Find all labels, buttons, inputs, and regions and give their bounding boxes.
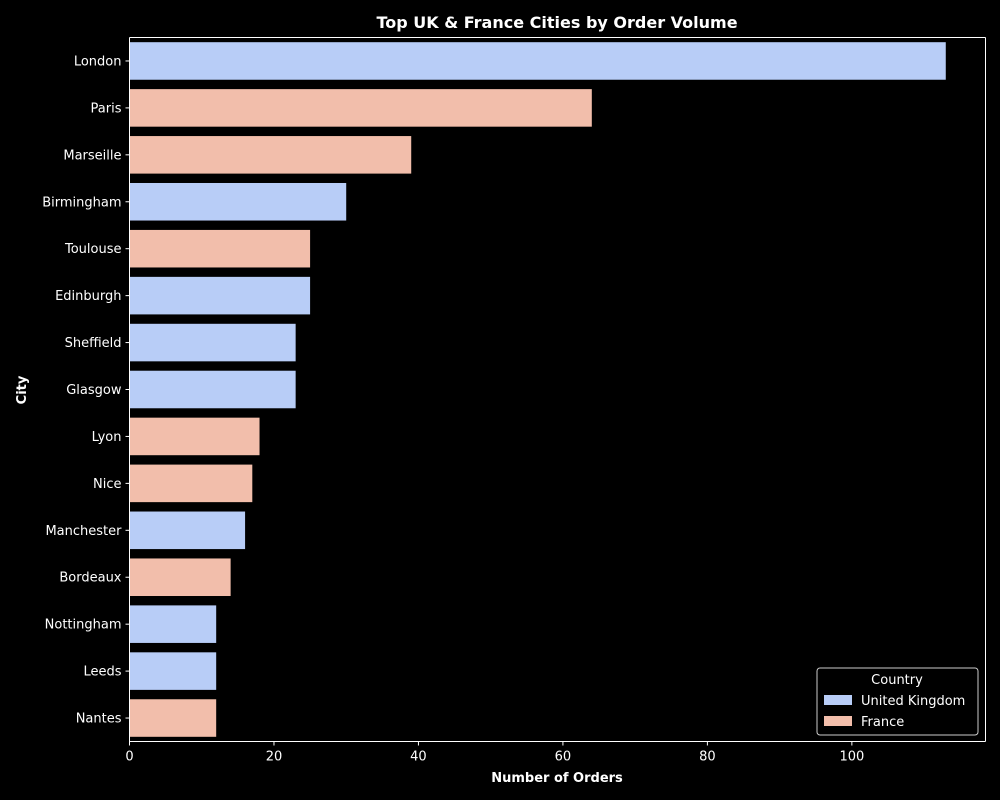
- legend-label-france: France: [861, 715, 904, 730]
- y-axis-label: City: [15, 375, 30, 404]
- bar-toulouse: [129, 229, 311, 268]
- x-tick-label-100: 100: [839, 750, 864, 765]
- y-tick-label-glasgow: Glasgow: [66, 383, 122, 398]
- y-tick-label-london: London: [74, 54, 122, 69]
- x-axis-label: Number of Orders: [491, 771, 623, 786]
- y-tick-label-nottingham: Nottingham: [45, 618, 122, 633]
- legend-swatch-france: [824, 716, 852, 726]
- bar-glasgow: [129, 370, 296, 409]
- bar-nottingham: [129, 605, 217, 643]
- legend-label-united-kingdom: United Kingdom: [861, 694, 965, 709]
- y-tick-label-sheffield: Sheffield: [65, 336, 122, 351]
- bar-leeds: [129, 652, 217, 690]
- x-tick-label-80: 80: [699, 750, 716, 765]
- bar-sheffield: [129, 323, 296, 362]
- y-tick-label-nantes: Nantes: [76, 712, 122, 727]
- legend-title: Country: [871, 673, 923, 688]
- y-tick-label-paris: Paris: [91, 101, 122, 116]
- bars-layer: [129, 42, 946, 737]
- legend-frame: [816, 667, 979, 736]
- x-tick-label-40: 40: [410, 750, 427, 765]
- bar-paris: [129, 89, 592, 127]
- y-tick-label-toulouse: Toulouse: [64, 242, 122, 257]
- bar-edinburgh: [129, 276, 311, 315]
- y-ticks: London Paris Marseille Birmingham Toulouse Ed…: [42, 54, 130, 727]
- y-tick-label-birmingham: Birmingham: [42, 195, 121, 210]
- y-tick-label-bordeaux: Bordeaux: [59, 571, 121, 586]
- bar-marseille: [129, 136, 412, 174]
- x-tick-label-60: 60: [555, 750, 572, 765]
- x-tick-label-20: 20: [266, 750, 283, 765]
- bar-bordeaux: [129, 558, 231, 597]
- y-tick-label-manchester: Manchester: [45, 524, 122, 539]
- y-tick-label-marseille: Marseille: [63, 148, 121, 163]
- y-tick-label-leeds: Leeds: [83, 665, 121, 680]
- y-tick-label-edinburgh: Edinburgh: [55, 289, 121, 304]
- legend: Country United Kingdom France: [816, 667, 979, 736]
- bar-birmingham: [129, 182, 347, 221]
- bar-nantes: [129, 699, 217, 737]
- x-tick-label-0: 0: [125, 750, 133, 765]
- y-tick-label-nice: Nice: [93, 477, 121, 492]
- chart-title: Top UK & France Cities by Order Volume: [376, 13, 737, 32]
- legend-swatch-united-kingdom: [824, 695, 852, 705]
- x-ticks: 0 20 40 60 80 100: [125, 741, 864, 765]
- y-tick-label-lyon: Lyon: [92, 430, 122, 445]
- bar-nice: [129, 464, 253, 503]
- bar-london: [129, 42, 946, 80]
- bar-lyon: [129, 417, 260, 456]
- bar-manchester: [129, 511, 246, 550]
